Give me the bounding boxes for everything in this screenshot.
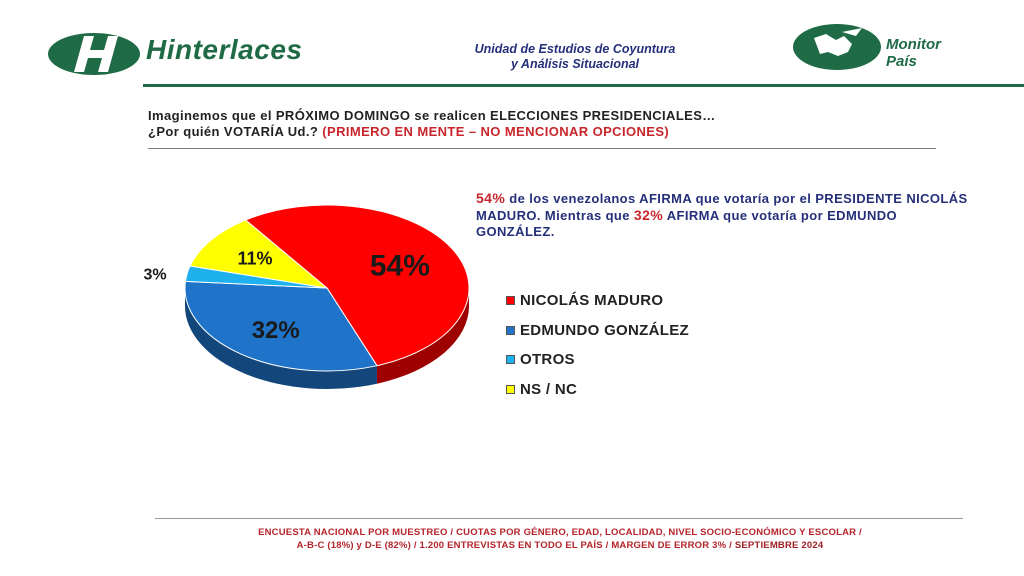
monitor-line-2: País: [886, 53, 917, 70]
header-divider: [143, 84, 1024, 87]
legend-item-2: EDMUNDO GONZÁLEZ: [506, 316, 689, 346]
footer-date: SEPTIEMBRE 2024: [734, 540, 824, 551]
monitor-line-1: Monitor: [886, 36, 941, 53]
legend-label-1: NICOLÁS MADURO: [520, 292, 664, 310]
legend-item-3: OTROS: [506, 345, 689, 375]
pie-data-label-2: 32%: [252, 317, 300, 344]
footer-line-2-main: A-B-C (18%) y D-E (82%) / 1.200 ENTREVIS…: [296, 540, 732, 551]
legend-swatch-2: [506, 325, 515, 335]
pie-data-label-3: 3%: [143, 267, 166, 284]
question-line-2: ¿Por quién VOTARÍA Ud.? (PRIMERO EN MENT…: [148, 124, 948, 140]
chart-legend: NICOLÁS MADURO EDMUNDO GONZÁLEZ OTROS NS / …: [506, 286, 689, 404]
pie-side-2: [185, 288, 377, 390]
legend-label-4: NS / NC: [520, 380, 578, 398]
footer-line-1: ENCUESTA NACIONAL POR MUESTREO / CUOTAS …: [258, 527, 862, 538]
unit-line-2: y Análisis Situacional: [510, 57, 640, 71]
survey-question: Imaginemos que el PRÓXIMO DOMINGO se rea…: [148, 108, 948, 140]
note-pct-1: 54%: [476, 190, 506, 206]
footer-divider: [155, 518, 963, 519]
note-pct-2: 32%: [633, 207, 664, 223]
pie-tops: [184, 204, 470, 372]
note-text-2: AFIRMA que votaría por EDMUNDO GONZÁLEZ.: [476, 208, 898, 239]
monitor-pais-name: Monitor País: [886, 36, 941, 70]
pie-sides: [185, 288, 469, 390]
legend-item-1: NICOLÁS MADURO: [506, 286, 689, 316]
question-divider: [148, 148, 936, 149]
legend-label-2: EDMUNDO GONZÁLEZ: [520, 321, 689, 339]
question-instruction: (PRIMERO EN MENTE – NO MENCIONAR OPCIONE…: [322, 124, 670, 139]
hinterlaces-h-logo-icon: [48, 33, 140, 75]
pie-data-label-1: 54%: [370, 250, 430, 283]
pie-slice-2: [184, 280, 378, 372]
brand-name: Hinterlaces: [146, 34, 303, 65]
methodology-footer: ENCUESTA NACIONAL POR MUESTREO / CUOTAS …: [150, 526, 970, 552]
unit-title: Unidad de Estudios de Coyuntura y Anális…: [430, 42, 720, 72]
footer-line-2: A-B-C (18%) y D-E (82%) / 1.200 ENTREVIS…: [150, 539, 970, 552]
question-main: ¿Por quién VOTARÍA Ud.?: [148, 124, 319, 139]
note-text-1: de los venezolanos AFIRMA que votaría po…: [476, 191, 968, 223]
legend-label-3: OTROS: [520, 351, 575, 369]
pie-chart: 54% 32% 3% 11%: [143, 204, 470, 390]
unit-line-1: Unidad de Estudios de Coyuntura: [474, 42, 676, 56]
highlight-note: 54% de los venezolanos AFIRMA que votarí…: [476, 190, 976, 240]
legend-swatch-4: [506, 384, 515, 394]
pie-side-1: [376, 288, 469, 384]
pie-labels: 54% 32% 3% 11%: [143, 248, 429, 343]
monitor-pais-map-logo-icon: [793, 24, 881, 70]
legend-swatch-3: [506, 355, 515, 365]
question-line-1: Imaginemos que el PRÓXIMO DOMINGO se rea…: [148, 108, 716, 123]
legend-item-4: NS / NC: [506, 375, 689, 405]
pie-slice-1: [244, 204, 470, 367]
pie-data-label-4: 11%: [238, 248, 273, 268]
pie-slice-4: [189, 219, 329, 289]
legend-swatch-1: [506, 296, 515, 306]
